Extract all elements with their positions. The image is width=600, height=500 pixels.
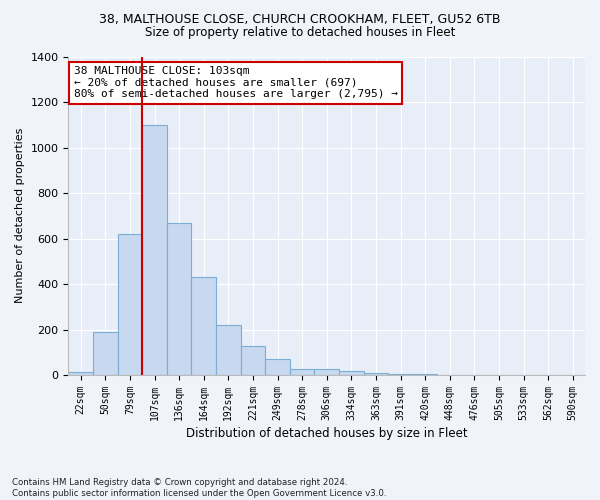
Bar [265,359,290,375]
Bar [142,125,167,375]
Text: 38 MALTHOUSE CLOSE: 103sqm
← 20% of detached houses are smaller (697)
80% of sem: 38 MALTHOUSE CLOSE: 103sqm ← 20% of deta… [74,66,398,100]
Bar [191,277,216,375]
Bar [413,374,437,375]
Bar [167,222,191,375]
Bar [93,332,118,375]
Text: Size of property relative to detached houses in Fleet: Size of property relative to detached ho… [145,26,455,39]
Bar [290,370,314,375]
Bar [364,373,388,375]
Bar [314,370,339,375]
Bar [118,234,142,375]
Bar [339,370,364,375]
Y-axis label: Number of detached properties: Number of detached properties [15,128,25,304]
Bar [241,346,265,375]
X-axis label: Distribution of detached houses by size in Fleet: Distribution of detached houses by size … [186,427,467,440]
Bar [388,374,413,375]
Bar [68,372,93,375]
Text: 38, MALTHOUSE CLOSE, CHURCH CROOKHAM, FLEET, GU52 6TB: 38, MALTHOUSE CLOSE, CHURCH CROOKHAM, FL… [99,12,501,26]
Bar [216,325,241,375]
Text: Contains HM Land Registry data © Crown copyright and database right 2024.
Contai: Contains HM Land Registry data © Crown c… [12,478,386,498]
